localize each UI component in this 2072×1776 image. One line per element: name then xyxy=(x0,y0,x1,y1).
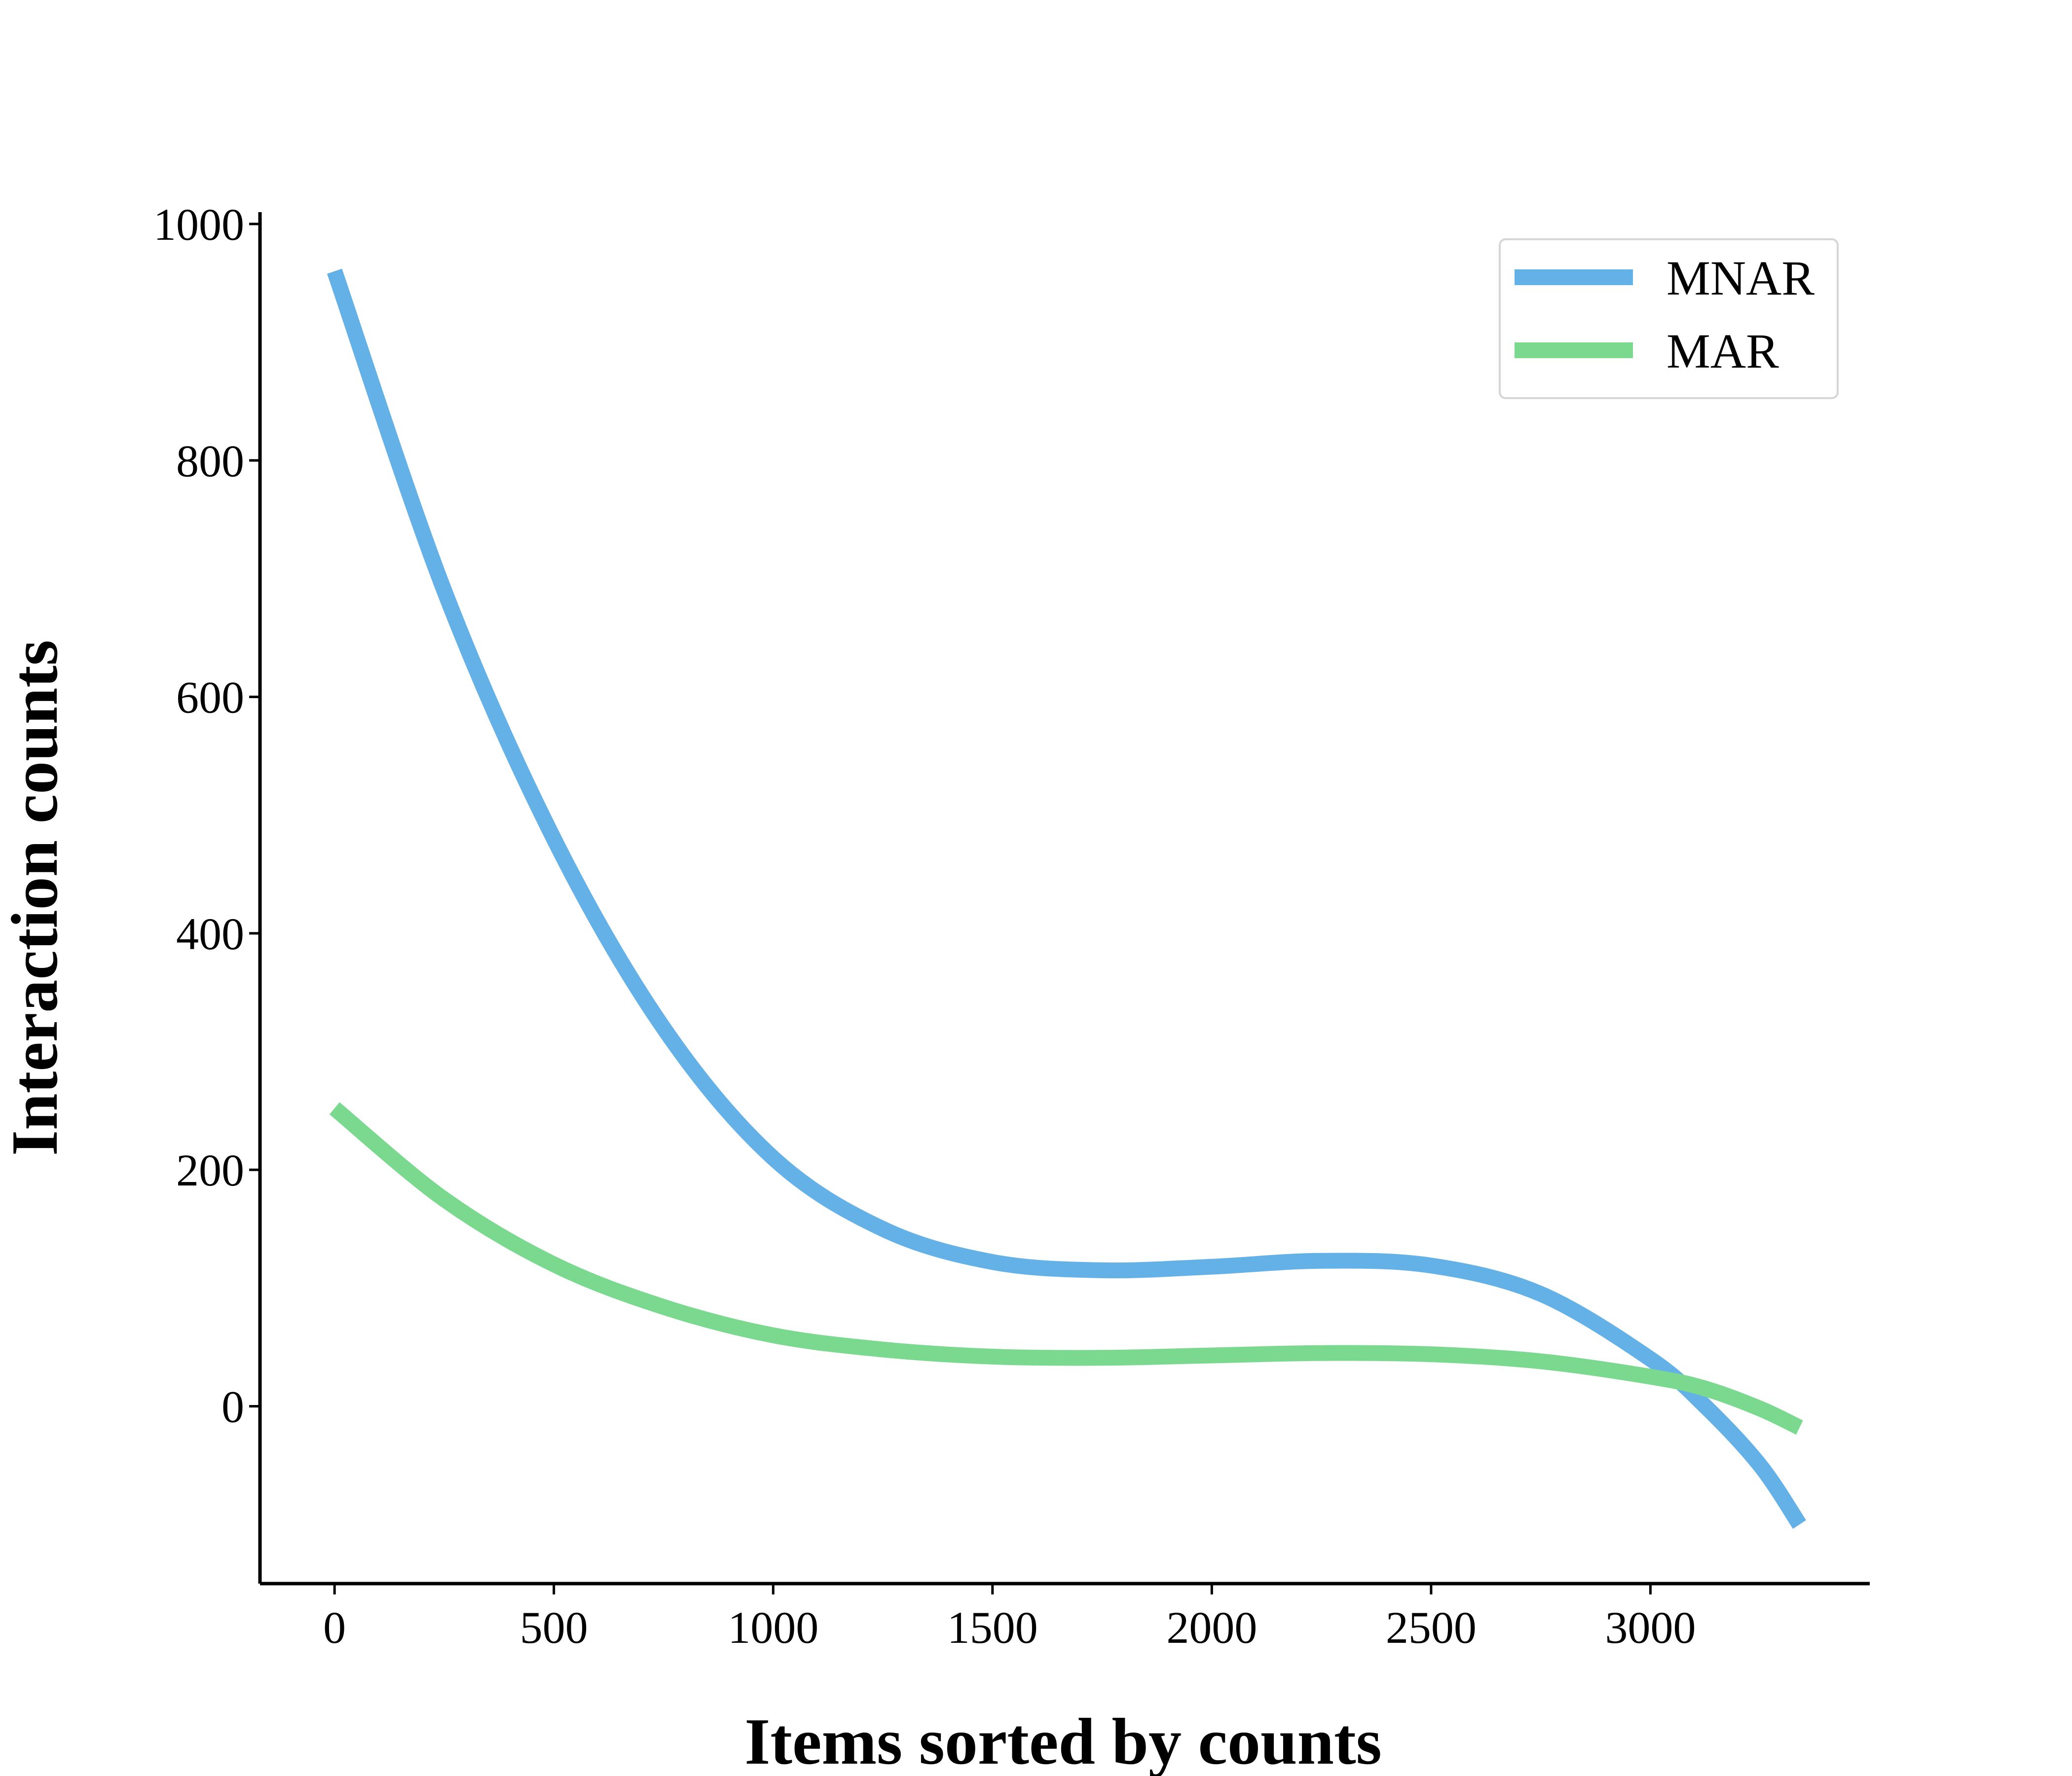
y-tick-label: 800 xyxy=(176,436,244,486)
y-tick-label: 1000 xyxy=(153,199,244,250)
y-tick-label: 600 xyxy=(176,672,244,723)
x-tick-label: 1000 xyxy=(728,1602,818,1653)
x-tick-label: 0 xyxy=(323,1602,346,1653)
series-lines xyxy=(327,268,1807,1529)
x-ticks: 0 500 1000 1500 2000 2500 3000 xyxy=(323,1584,1696,1653)
y-tick-label: 200 xyxy=(176,1145,244,1195)
x-axis-title: Items sorted by counts xyxy=(744,1705,1382,1776)
series-line-mar xyxy=(329,1102,1803,1435)
axes xyxy=(258,212,1870,1586)
legend: MNAR MAR xyxy=(1499,238,1839,399)
y-tick-label: 400 xyxy=(176,909,244,959)
x-tick-label: 500 xyxy=(520,1602,588,1653)
x-tick-label: 1500 xyxy=(947,1602,1038,1653)
y-ticks: 0 200 400 600 800 1000 xyxy=(153,199,260,1432)
y-tick-label: 0 xyxy=(222,1382,244,1432)
legend-label-mnar: MNAR xyxy=(1666,251,1814,305)
legend-label-mar: MAR xyxy=(1666,324,1779,378)
x-tick-label: 2500 xyxy=(1386,1602,1477,1653)
x-tick-label: 2000 xyxy=(1166,1602,1257,1653)
y-axis-title: Interaction counts xyxy=(0,640,71,1156)
series-line-mnar xyxy=(327,268,1807,1529)
x-tick-label: 3000 xyxy=(1605,1602,1696,1653)
